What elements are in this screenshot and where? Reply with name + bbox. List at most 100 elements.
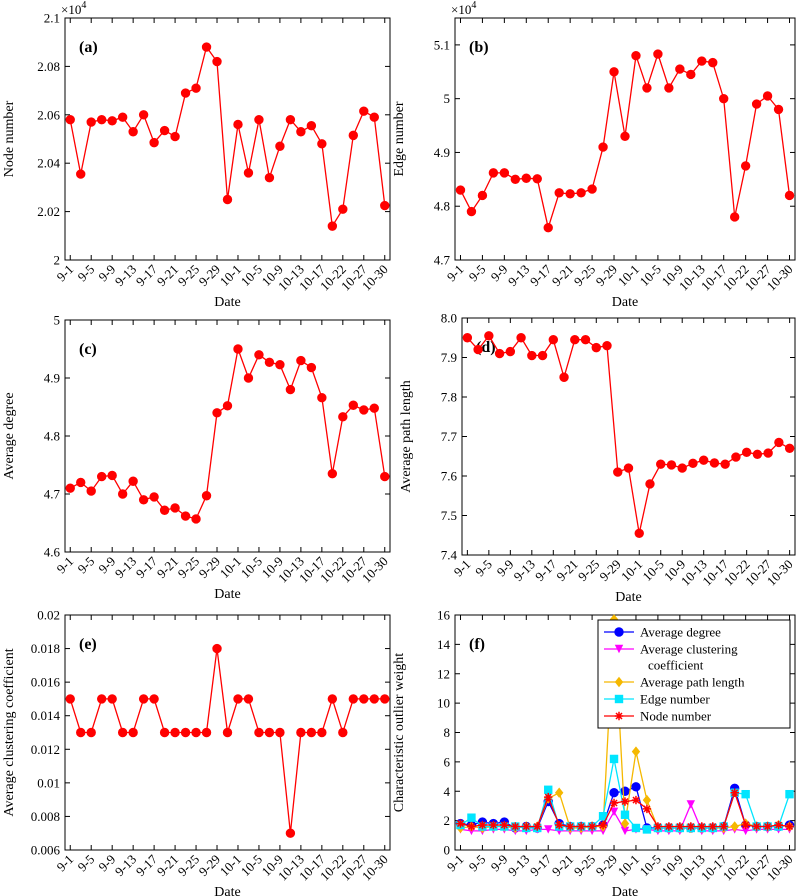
y-tick-label: 4.7 (434, 253, 451, 268)
marker (201, 727, 212, 738)
marker (254, 727, 264, 738)
y-tick-label: 4.8 (44, 429, 60, 444)
marker (609, 798, 619, 808)
marker (785, 789, 794, 799)
marker (576, 188, 586, 198)
marker (620, 786, 630, 796)
marker (86, 486, 96, 496)
marker (201, 491, 212, 501)
marker (614, 627, 624, 637)
x-tick-label: 9-17 (527, 261, 555, 289)
marker (522, 822, 531, 831)
y-tick-label: 0.012 (31, 742, 60, 757)
marker (488, 168, 499, 178)
y-tick-label: 12 (437, 666, 450, 681)
marker (686, 822, 696, 831)
marker (327, 221, 338, 231)
y-tick-label: 5 (54, 313, 61, 328)
marker (709, 458, 720, 468)
marker (149, 137, 159, 148)
marker (128, 476, 138, 486)
marker (516, 333, 526, 343)
marker (730, 788, 739, 797)
marker (543, 223, 553, 233)
marker (96, 471, 107, 482)
series-line (466, 334, 790, 534)
panel-label: (c) (79, 341, 97, 358)
marker (222, 401, 233, 411)
marker (666, 460, 677, 470)
marker (243, 694, 254, 704)
marker (642, 794, 652, 806)
x-axis-label: Date (214, 885, 240, 896)
y-tick-label: 10 (437, 696, 450, 711)
marker (751, 99, 762, 109)
marker (720, 459, 730, 469)
panel-label: (f) (469, 636, 485, 653)
marker (741, 820, 750, 830)
y-tick-label: 0.016 (31, 675, 61, 690)
marker (664, 83, 674, 93)
y-multiplier: ×104 (451, 0, 476, 17)
y-tick-label: 0.014 (31, 708, 61, 723)
marker (170, 131, 180, 142)
marker (537, 350, 548, 361)
marker (763, 822, 772, 831)
y-tick-label: 4.9 (44, 371, 60, 386)
marker (609, 807, 619, 817)
marker (591, 342, 601, 353)
marker (494, 348, 505, 359)
marker (348, 130, 359, 141)
marker (138, 694, 149, 704)
marker (180, 727, 191, 738)
x-tick-label: 10-1 (615, 262, 642, 289)
marker (741, 826, 750, 836)
marker (614, 644, 624, 654)
x-tick-label: 9-17 (527, 851, 555, 879)
marker (76, 727, 86, 738)
marker (642, 804, 652, 814)
marker (609, 754, 619, 764)
marker (96, 694, 107, 704)
marker (478, 820, 487, 830)
marker (554, 820, 564, 830)
series-line (69, 648, 385, 834)
marker (686, 800, 696, 809)
marker (598, 812, 608, 821)
panel-label: (e) (79, 636, 97, 653)
marker (86, 727, 96, 738)
y-tick-label: 2 (54, 253, 61, 268)
marker (719, 93, 729, 104)
marker (296, 355, 306, 366)
legend-label: Average path length (640, 675, 745, 690)
marker (462, 333, 473, 343)
marker (511, 822, 520, 831)
marker (159, 727, 170, 738)
y-tick-label: 2 (444, 813, 451, 828)
marker (296, 127, 306, 137)
x-tick-label: 9-25 (571, 852, 598, 879)
marker (264, 173, 275, 183)
marker (180, 88, 191, 98)
marker (559, 372, 569, 382)
y-tick-label: 7.7 (441, 429, 458, 444)
marker (107, 470, 117, 481)
x-tick-label: 9-5 (466, 262, 489, 285)
marker (614, 694, 624, 704)
marker (785, 822, 794, 831)
marker (107, 694, 117, 704)
y-tick-label: 0 (444, 843, 451, 858)
y-tick-label: 4 (444, 784, 451, 799)
x-tick-label: 9-25 (571, 262, 598, 289)
x-tick-label: 9-21 (549, 852, 576, 879)
x-tick-label: 9-5 (74, 262, 97, 285)
marker (554, 787, 564, 798)
y-axis-label: Edge number (392, 101, 407, 176)
panel-label: (a) (79, 39, 98, 56)
marker (675, 64, 685, 74)
x-tick-label: 9-13 (505, 262, 532, 289)
marker (285, 384, 296, 395)
marker (587, 822, 597, 831)
marker (620, 797, 630, 806)
marker (477, 190, 488, 201)
